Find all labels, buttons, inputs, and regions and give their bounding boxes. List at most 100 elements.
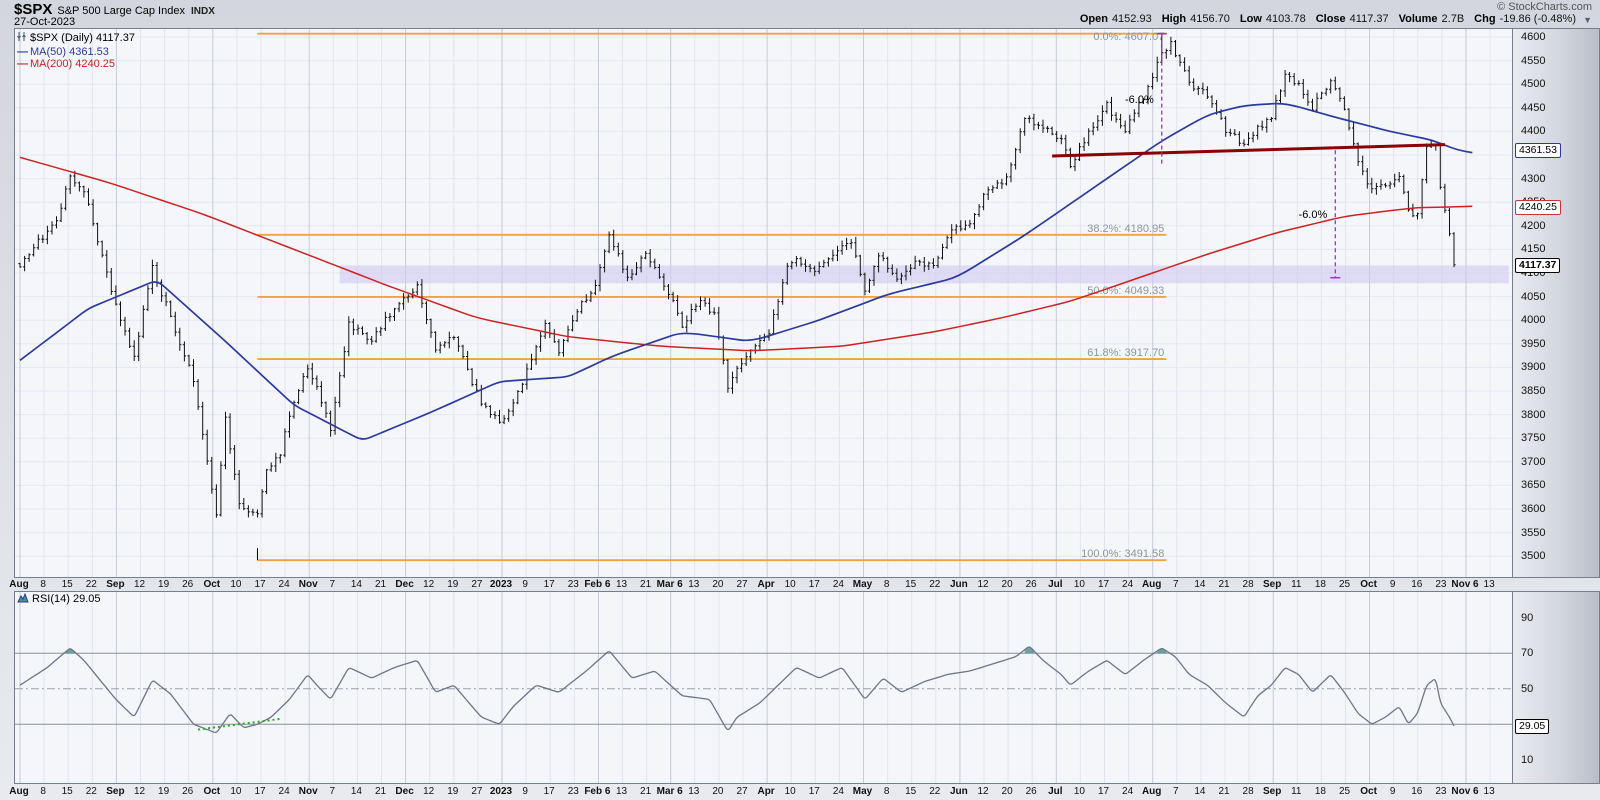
x-axis-label: 9 — [1389, 786, 1396, 797]
x-axis-label: 24 — [1122, 786, 1134, 797]
x-axis-label: 28 — [1242, 579, 1254, 590]
quote-key-open: Open — [1079, 13, 1108, 25]
x-axis-label: 7 — [1173, 786, 1179, 797]
y-axis-label: 4000 — [1521, 314, 1546, 327]
x-axis-label: 26 — [182, 786, 194, 797]
x-axis-label: 17 — [1097, 579, 1110, 590]
fib-label: 61.8%: 3917.70 — [1087, 347, 1164, 359]
chart-date: 27-Oct-2023 — [14, 16, 76, 28]
quote-key-high: High — [1161, 13, 1187, 25]
x-axis-label: 13 — [1483, 786, 1495, 797]
x-axis-label: 14 — [350, 786, 362, 797]
y-axis-label: 3950 — [1521, 337, 1546, 350]
x-axis-label: Dec — [395, 579, 414, 590]
x-axis-label: Oct — [203, 579, 221, 590]
rsi-legend: RSI(14) 29.05 — [17, 592, 100, 607]
x-axis-label: 23 — [567, 579, 579, 590]
x-axis-label: Aug — [1141, 579, 1162, 590]
x-axis-label: Sep — [106, 786, 125, 797]
measure-label: -6.0% — [1125, 94, 1154, 106]
x-axis-label: 24 — [278, 786, 290, 797]
y-axis-label: 4400 — [1521, 125, 1546, 138]
x-axis-label: Oct — [1360, 579, 1377, 590]
y-axis-label: 3700 — [1521, 455, 1546, 468]
price-legend: $SPX (Daily) 4117.37 — MA(50) 4361.53 — MA… — [17, 31, 135, 71]
copyright: © StockCharts.com — [1497, 1, 1592, 13]
rsi-axis-label: 90 — [1521, 611, 1534, 624]
x-axis-label: Feb 6 — [584, 579, 611, 590]
x-axis-label: 2023 — [489, 786, 513, 797]
x-axis-label: 23 — [567, 786, 579, 797]
chart-title: $SPX S&P 500 Large Cap Index INDX — [14, 1, 215, 19]
x-axis-label: 13 — [615, 786, 628, 797]
ma200-legend-label: MA(200) 4240.25 — [30, 58, 115, 70]
x-axis-label: 17 — [1097, 786, 1110, 797]
x-axis-label: 16 — [1411, 786, 1423, 797]
symbol-name: S&P 500 Large Cap Index — [57, 5, 185, 17]
quote-value-chg: -19.86 (-0.48%) — [1499, 13, 1576, 25]
x-axis-label: 15 — [905, 579, 917, 590]
x-axis-label: 10 — [230, 579, 242, 590]
x-axis-label: 11 — [1291, 579, 1302, 590]
x-axis-label: 14 — [350, 579, 362, 590]
quote-value-open: 4152.93 — [1111, 13, 1152, 25]
y-axis-label: 4600 — [1521, 31, 1546, 43]
x-axis-label: 15 — [61, 579, 73, 590]
price-chart-panel[interactable]: 0.0%: 4607.07 38.2%: 4180.95 50.0%: 4049.3… — [14, 28, 1513, 578]
x-axis-label: 20 — [712, 579, 724, 590]
x-axis-label: 21 — [374, 579, 387, 590]
x-axis-label: Sep — [1263, 786, 1282, 797]
x-axis-label: Oct — [1360, 786, 1377, 797]
price-bars — [18, 33, 1456, 518]
y-axis-label: 3900 — [1521, 361, 1546, 374]
quote-value-low: 4103.78 — [1265, 13, 1306, 25]
x-axis-label: 13 — [615, 579, 628, 590]
x-axis-label: 12 — [977, 786, 989, 797]
x-axis-label: Mar 6 — [656, 786, 683, 797]
fib-label: 38.2%: 4180.95 — [1087, 223, 1164, 235]
y-axis-label: 3750 — [1521, 432, 1546, 445]
rsi-axis-gutter: 907050301029.05 — [1513, 591, 1600, 784]
rsi-axis-label: 70 — [1521, 647, 1534, 660]
x-axis-labels-mid: Aug 8 15 22 Sep 12 19 26 Oct 10 17 24 Nov 7 14 21 Dec 12 1… — [0, 578, 1600, 591]
y-axis-label: 3800 — [1521, 408, 1546, 421]
x-axis-label: Aug — [9, 579, 29, 590]
ma200-swatch: — — [17, 58, 28, 70]
x-axis-label: 17 — [254, 579, 266, 590]
x-axis-label: 26 — [1025, 786, 1037, 797]
y-axis-label: 4300 — [1521, 172, 1546, 185]
rsi-panel[interactable] — [14, 591, 1513, 784]
x-axis-label: 8 — [883, 786, 890, 797]
x-axis-label: 22 — [85, 786, 97, 797]
ma50-swatch: — — [17, 45, 28, 58]
y-axis-label: 4500 — [1521, 78, 1546, 91]
ma50-price-tag: 4361.53 — [1515, 142, 1561, 158]
price-legend-label: $SPX (Daily) 4117.37 — [30, 32, 135, 44]
x-axis-label: 24 — [832, 786, 844, 797]
x-axis-label: 23 — [1435, 786, 1447, 797]
symbol: $SPX — [14, 1, 53, 18]
x-axis-label: 21 — [1218, 579, 1230, 590]
x-axis-label: 8 — [883, 579, 890, 590]
x-axis-label: 22 — [85, 579, 97, 590]
y-axis-label: 4200 — [1521, 219, 1546, 232]
x-axis-label: 2023 — [489, 579, 513, 590]
chart-style-icon — [17, 31, 27, 46]
x-axis-label: Apr — [757, 786, 775, 797]
x-axis-label: 15 — [61, 786, 73, 797]
x-axis-label: Jul — [1048, 579, 1063, 590]
x-axis-label: Apr — [757, 579, 775, 590]
y-axis-label: 4550 — [1521, 54, 1546, 67]
x-axis-label: 20 — [1001, 579, 1013, 590]
x-axis-label: 12 — [133, 579, 146, 590]
quote-key-low: Low — [1239, 13, 1262, 25]
x-axis-label: 17 — [808, 786, 820, 797]
x-axis-label: 12 — [423, 579, 435, 590]
x-axis-label: 9 — [522, 786, 528, 797]
x-axis-label: 8 — [40, 786, 46, 797]
quote-dropdown-icon[interactable]: ▼ — [1583, 15, 1592, 25]
x-axis-label: Nov — [298, 579, 318, 590]
rsi-overbought-fill — [65, 647, 75, 654]
x-axis-label: 13 — [1483, 579, 1495, 590]
rsi-line — [19, 646, 1455, 734]
